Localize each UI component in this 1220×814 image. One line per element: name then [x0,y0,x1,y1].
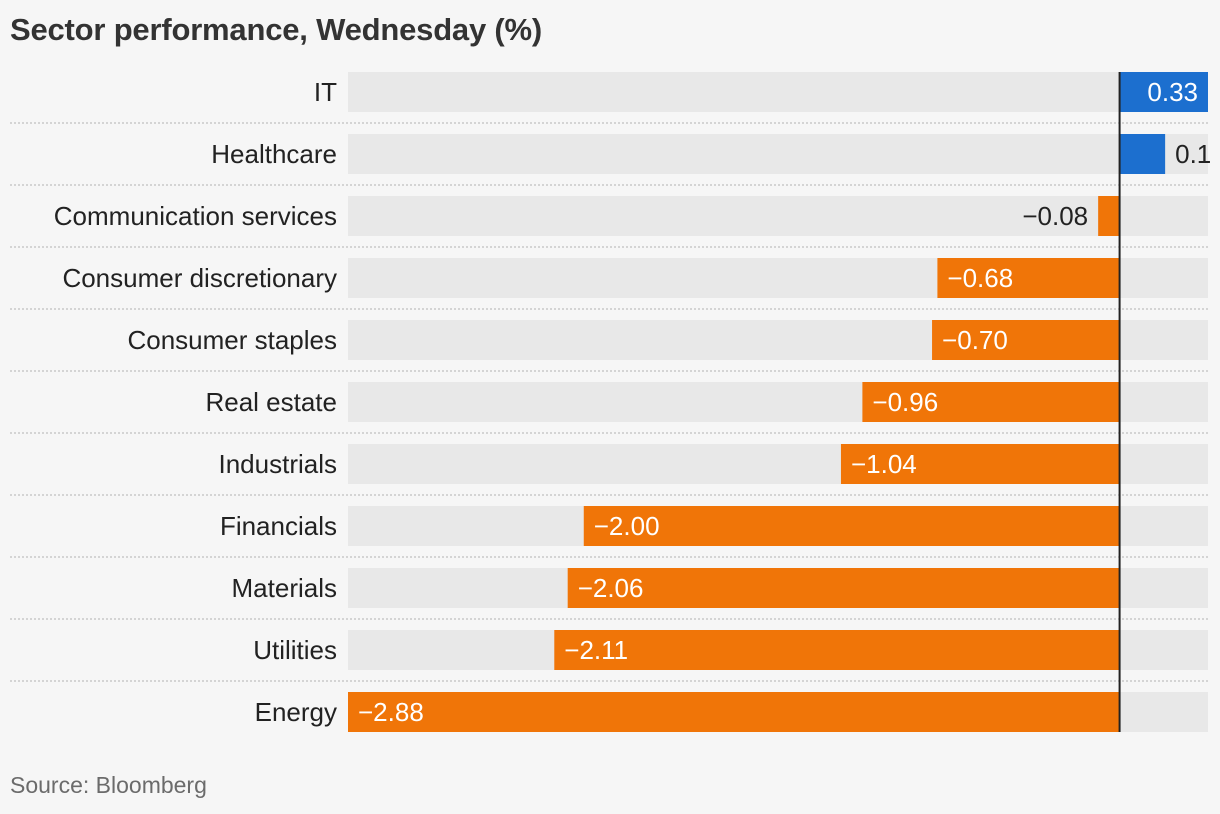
bar [840,444,1120,484]
value-label: −0.68 [947,263,1013,293]
category-label: Financials [220,511,337,541]
bar [554,630,1120,670]
value-label: −2.88 [358,697,424,727]
value-label: −0.08 [1022,201,1088,231]
bar [348,692,1120,732]
bar [932,320,1120,360]
category-label: Communication services [54,201,337,231]
value-label: −2.11 [564,635,628,665]
bar [1119,134,1166,174]
bar [937,258,1120,298]
value-label: 0.33 [1147,77,1198,107]
value-label: −2.06 [578,573,644,603]
chart-title: Sector performance, Wednesday (%) [10,12,543,47]
value-label: −0.70 [942,325,1008,355]
category-label: Consumer staples [127,325,337,355]
value-label: −0.96 [872,387,938,417]
category-label: Energy [255,697,337,727]
value-label: −1.04 [851,449,917,479]
category-label: Consumer discretionary [62,263,337,293]
category-label: Healthcare [211,139,337,169]
bar-track [348,72,1208,112]
category-label: Industrials [219,449,338,479]
bar [567,568,1120,608]
category-label: Real estate [205,387,337,417]
bar [862,382,1120,422]
category-label: Utilities [253,635,337,665]
bar-track [348,134,1208,174]
category-label: Materials [232,573,337,603]
value-label: −2.00 [594,511,660,541]
value-label: 0.1 [1175,139,1211,169]
bar [1119,72,1208,112]
bar-track [348,196,1208,236]
bar [1098,196,1120,236]
source-note: Source: Bloomberg [10,772,207,798]
category-label: IT [314,77,337,107]
bar [583,506,1120,546]
